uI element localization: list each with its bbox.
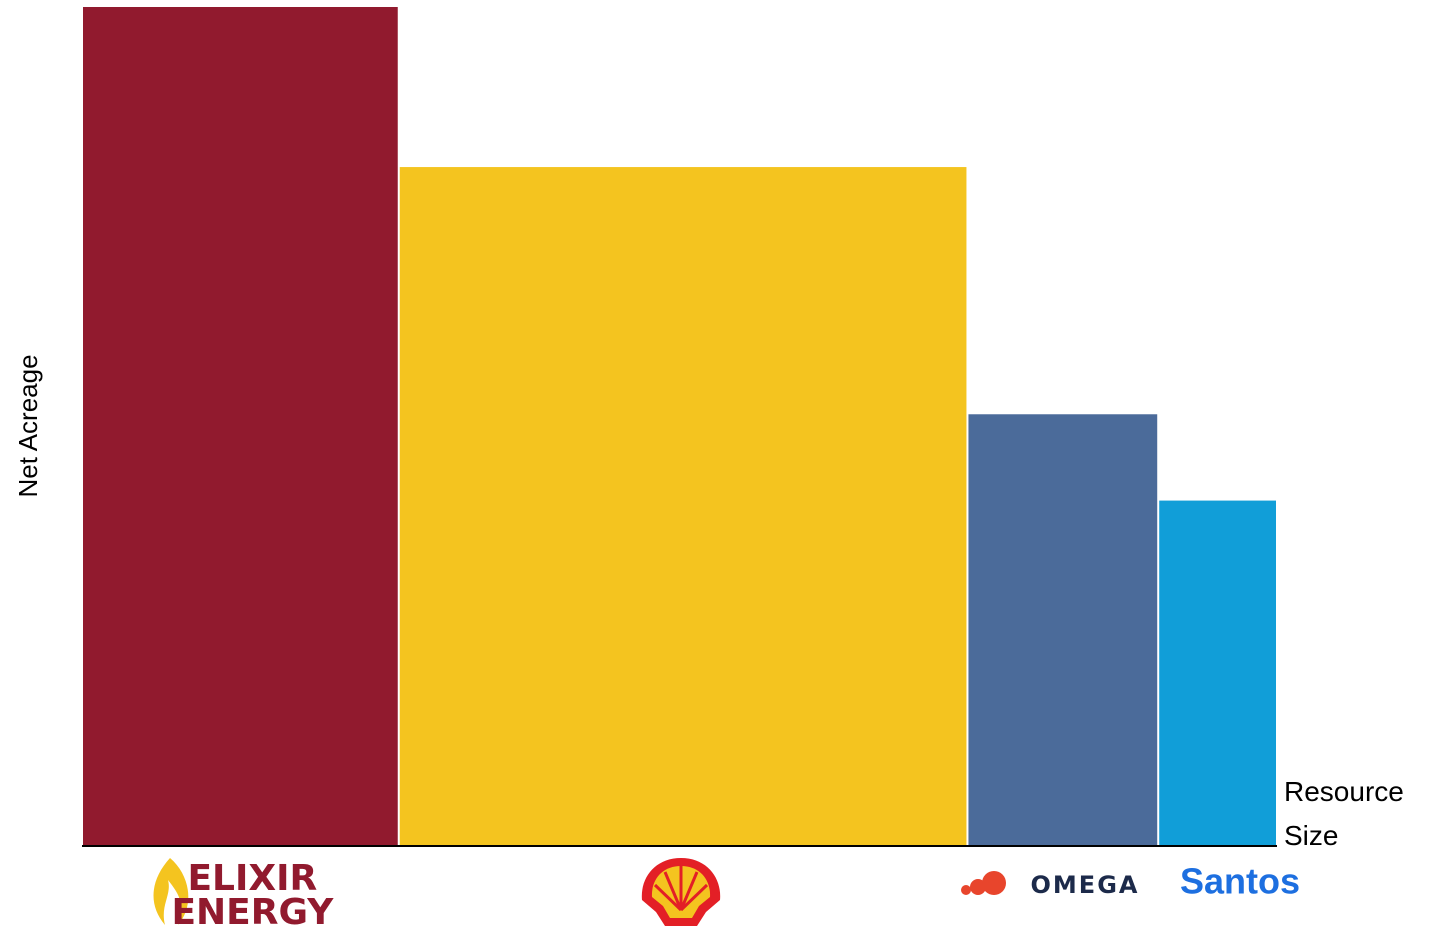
category-label: ELIXIR ENERGY [171,858,334,929]
shell-logo [641,858,721,926]
x-axis-label-box: Resource Size [1284,776,1404,851]
bar [399,167,967,846]
elixir-flame [153,858,189,925]
omega-icon [961,871,1006,895]
y-axis-label: Net Acreage [13,354,43,497]
bar [1159,500,1276,845]
x-axis-label: Resource Size [1284,776,1404,851]
bar [83,7,398,845]
bar [968,414,1158,845]
category-label: OMEGA [1031,871,1140,899]
category-label: Santos [1180,861,1300,902]
